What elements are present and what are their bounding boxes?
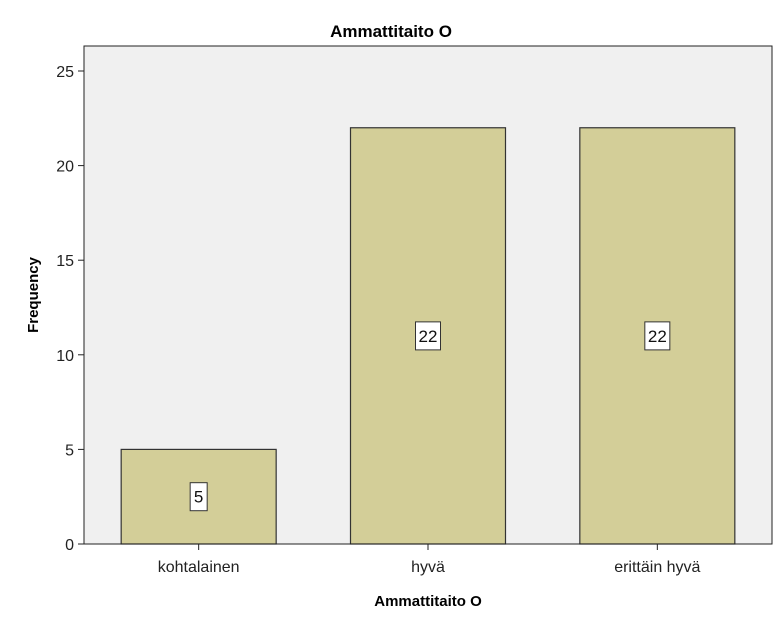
y-axis-title: Frequency [25, 256, 42, 333]
y-tick-label: 10 [56, 348, 74, 365]
data-label-box [189, 482, 208, 512]
x-tick-label: hyvä [411, 559, 445, 576]
y-tick-label: 15 [56, 253, 74, 270]
data-labels-group: 5 22 22 [189, 321, 671, 512]
x-tick-label: kohtalainen [158, 559, 240, 576]
data-label-box [644, 321, 671, 351]
x-axis-ticks: kohtalainen hyvä erittäin hyvä [158, 544, 701, 576]
y-tick-label: 20 [56, 159, 74, 176]
x-axis-title: Ammattitaito O [374, 593, 482, 610]
x-tick-label: erittäin hyvä [614, 559, 700, 576]
y-axis-ticks: 0 5 10 15 20 25 [56, 64, 84, 554]
data-label: 22 [648, 327, 667, 346]
data-label: 5 [194, 488, 203, 507]
data-label-box [415, 321, 441, 351]
data-label: 22 [419, 327, 438, 346]
chart-title: Ammattitaito O [330, 22, 452, 41]
y-tick-label: 5 [65, 442, 74, 459]
y-tick-label: 0 [65, 537, 74, 554]
y-tick-label: 25 [56, 64, 74, 81]
